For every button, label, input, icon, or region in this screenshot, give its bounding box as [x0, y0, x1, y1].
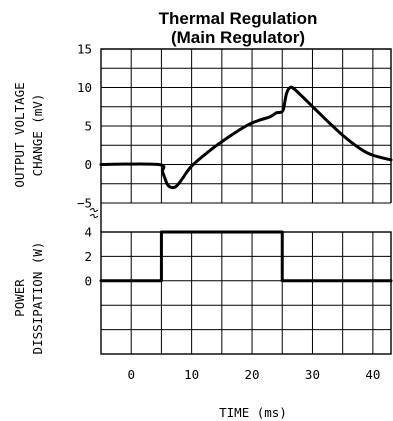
- x-axis-label: TIME (ms): [219, 405, 287, 420]
- upper-ylabel-line1: OUTPUT VOLTAGE: [12, 82, 27, 187]
- lower-y-tick-label: 4: [84, 225, 92, 240]
- lower-y-tick-label: 2: [84, 249, 92, 264]
- series-lines: [99, 85, 393, 283]
- output-voltage-change-line: [99, 85, 393, 190]
- x-tick-label: 40: [365, 367, 380, 382]
- chart-title-line2: (Main Regulator): [171, 28, 305, 47]
- upper-frame: [100, 48, 392, 203]
- upper-ylabel-line2: CHANGE (mV): [30, 94, 45, 177]
- x-tick-label: 0: [127, 367, 135, 382]
- lower-ylabel-line2: DISSIPATION (W): [30, 242, 45, 355]
- lower-frame: [100, 231, 392, 355]
- x-tick-label: 10: [184, 367, 199, 382]
- upper-y-tick-label: 0: [84, 157, 92, 172]
- break-squiggle-top: [89, 208, 99, 212]
- power-dissipation-line: [99, 230, 393, 283]
- lower-ylabel-line1: POWER: [12, 279, 27, 317]
- lower-y-tick-label: 0: [84, 273, 92, 288]
- chart-title-line1: Thermal Regulation: [159, 9, 318, 28]
- grid-lines: [100, 48, 392, 355]
- x-tick-label: 30: [305, 367, 320, 382]
- break-squiggle-bottom: [89, 214, 99, 218]
- axis-break-marker: [89, 208, 99, 218]
- upper-y-tick-label: 15: [77, 42, 92, 57]
- x-tick-label: 20: [245, 367, 260, 382]
- upper-y-tick-label: −5: [77, 196, 92, 211]
- upper-y-tick-label: 5: [84, 119, 92, 134]
- upper-y-tick-label: 10: [77, 80, 92, 95]
